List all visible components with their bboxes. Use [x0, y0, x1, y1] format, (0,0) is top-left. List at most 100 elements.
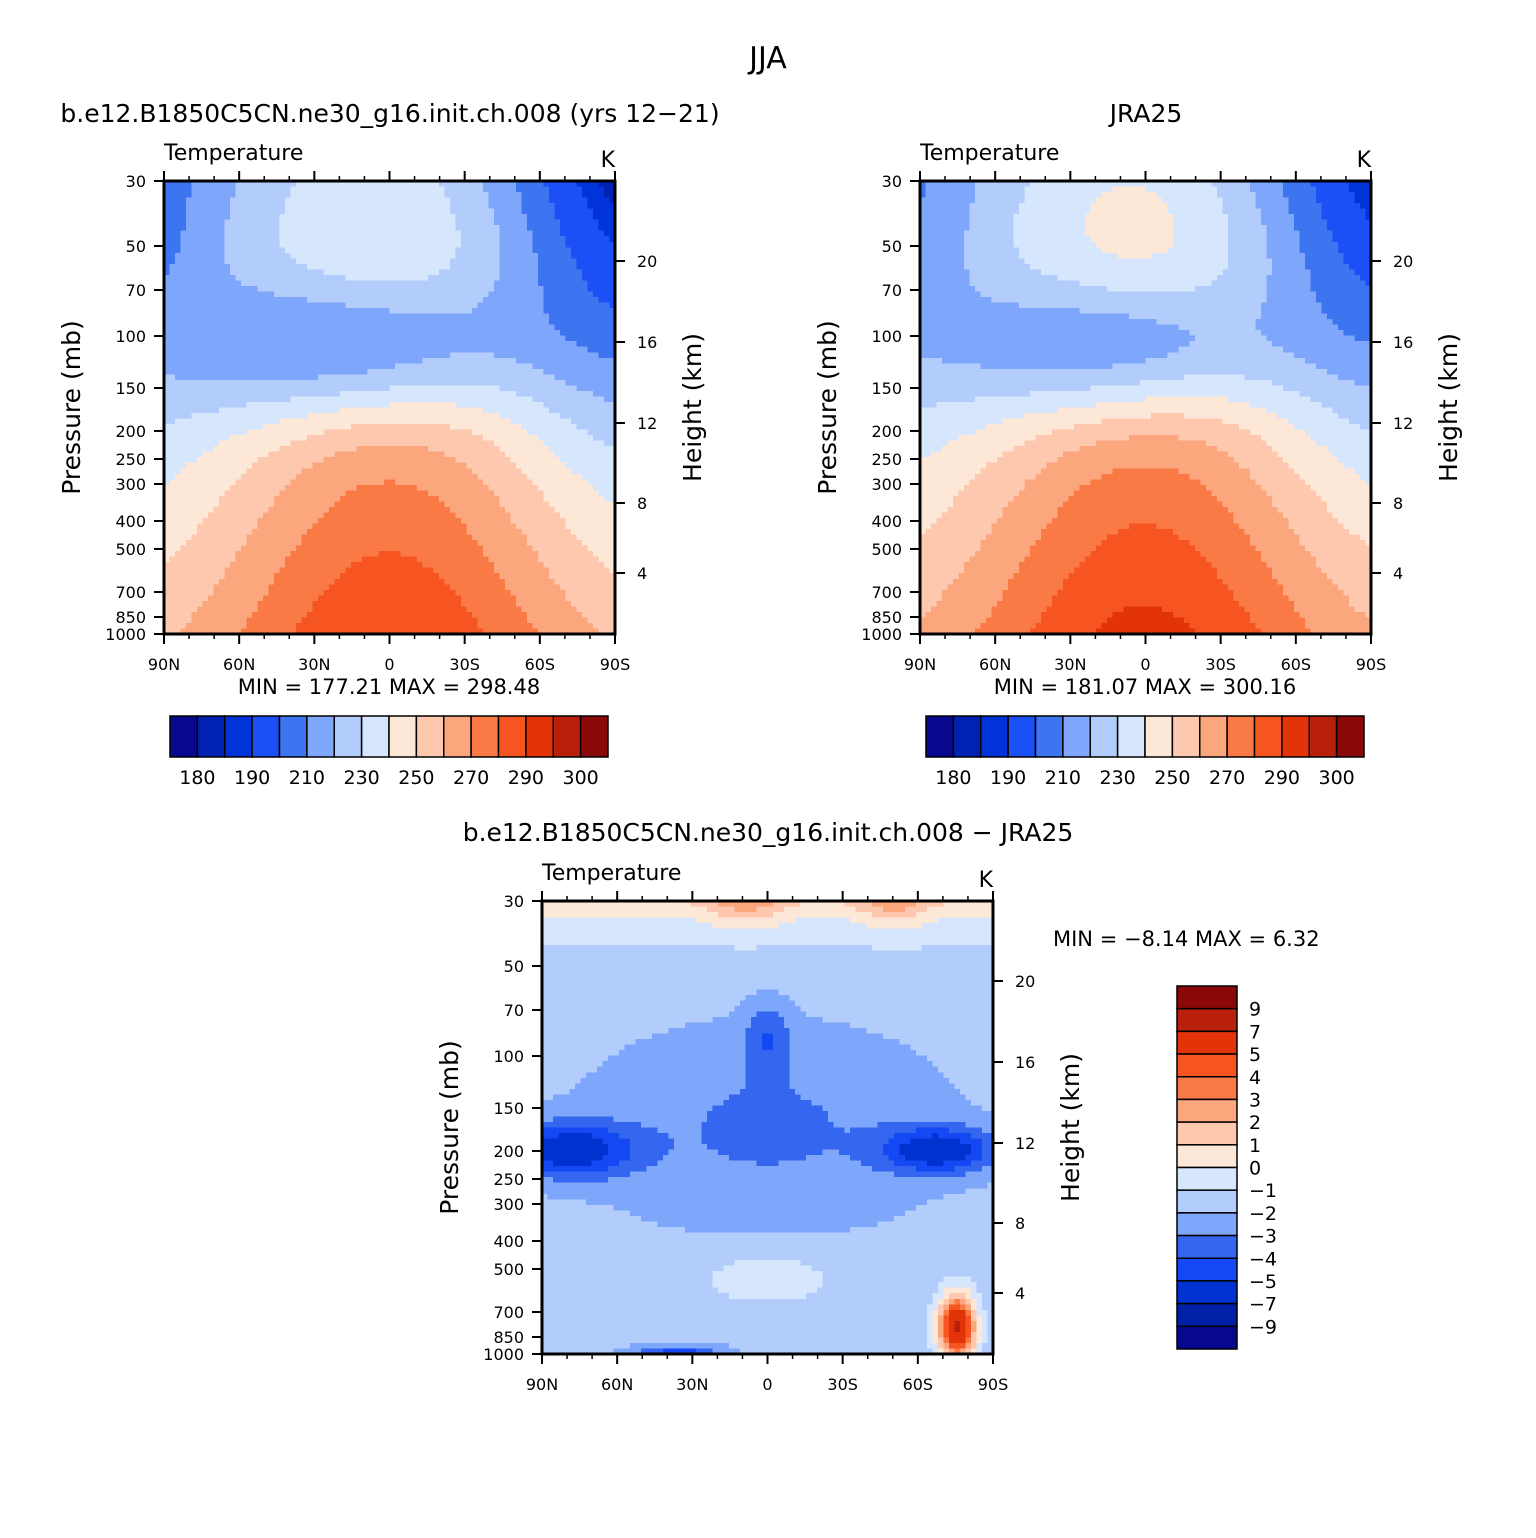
- contour-cell: [401, 209, 407, 215]
- contour-cell: [489, 408, 495, 414]
- contour-cell: [533, 479, 539, 485]
- contour-cell: [445, 457, 451, 463]
- contour-cell: [555, 430, 561, 436]
- contour-cell: [335, 490, 341, 496]
- contour-cell: [384, 358, 390, 364]
- contour-cell: [329, 479, 335, 485]
- contour-cell: [291, 485, 297, 491]
- contour-cell: [379, 314, 385, 320]
- contour-cell: [445, 402, 451, 408]
- contour-cell: [324, 468, 330, 474]
- contour-cell: [577, 457, 583, 463]
- contour-cell: [313, 192, 319, 198]
- contour-cell: [208, 231, 214, 237]
- contour-cell: [175, 352, 181, 358]
- contour-cell: [296, 314, 302, 320]
- contour-cell: [599, 336, 605, 342]
- contour-cell: [357, 203, 363, 209]
- contour-cell: [203, 264, 209, 270]
- contour-cell: [494, 341, 500, 347]
- contour-cell: [175, 258, 181, 264]
- contour-cell: [241, 430, 247, 436]
- contour-cell: [186, 209, 192, 215]
- contour-cell: [417, 297, 423, 303]
- contour-cell: [329, 275, 335, 281]
- contour-cell: [417, 385, 423, 391]
- contour-cell: [186, 280, 192, 286]
- contour-cell: [175, 507, 181, 513]
- contour-cell: [225, 325, 231, 331]
- contour-cell: [478, 468, 484, 474]
- contour-cell: [192, 314, 198, 320]
- contour-cell: [472, 419, 478, 425]
- contour-cell: [588, 336, 594, 342]
- contour-cell: [357, 220, 363, 226]
- contour-cell: [461, 242, 467, 248]
- contour-cell: [478, 192, 484, 198]
- contour-cell: [379, 275, 385, 281]
- contour-cell: [577, 479, 583, 485]
- contour-cell: [456, 220, 462, 226]
- contour-cell: [324, 253, 330, 259]
- contour-cell: [263, 336, 269, 342]
- contour-cell: [280, 209, 286, 215]
- contour-cell: [247, 247, 253, 253]
- contour-cell: [225, 258, 231, 264]
- contour-cell: [274, 258, 280, 264]
- contour-cell: [258, 441, 264, 447]
- contour-cell: [241, 280, 247, 286]
- contour-cell: [456, 435, 462, 441]
- contour-cell: [599, 396, 605, 402]
- contour-cell: [318, 341, 324, 347]
- contour-cell: [252, 203, 258, 209]
- contour-cell: [197, 485, 203, 491]
- contour-cell: [236, 419, 242, 425]
- contour-cell: [549, 402, 555, 408]
- contour-cell: [236, 341, 242, 347]
- contour-cell: [351, 330, 357, 336]
- contour-cell: [258, 358, 264, 364]
- contour-cell: [604, 363, 610, 369]
- contour-cell: [500, 231, 506, 237]
- contour-cell: [555, 330, 561, 336]
- contour-cell: [461, 275, 467, 281]
- contour-cell: [252, 380, 258, 386]
- contour-cell: [494, 242, 500, 248]
- contour-cell: [483, 485, 489, 491]
- contour-cell: [291, 479, 297, 485]
- contour-cell: [230, 374, 236, 380]
- contour-cell: [566, 457, 572, 463]
- contour-cell: [335, 446, 341, 452]
- contour-cell: [318, 308, 324, 314]
- contour-cell: [511, 220, 517, 226]
- contour-cell: [538, 319, 544, 325]
- contour-cell: [362, 396, 368, 402]
- contour-cell: [197, 247, 203, 253]
- contour-cell: [225, 419, 231, 425]
- contour-cell: [604, 303, 610, 309]
- contour-cell: [406, 468, 412, 474]
- contour-cell: [406, 363, 412, 369]
- contour-cell: [566, 490, 572, 496]
- contour-cell: [384, 275, 390, 281]
- contour-cell: [505, 496, 511, 502]
- contour-cell: [533, 291, 539, 297]
- contour-cell: [395, 280, 401, 286]
- contour-cell: [566, 280, 572, 286]
- contour-cell: [527, 380, 533, 386]
- contour-cell: [263, 264, 269, 270]
- contour-cell: [219, 247, 225, 253]
- contour-cell: [390, 380, 396, 386]
- contour-cell: [340, 192, 346, 198]
- contour-cell: [269, 225, 275, 231]
- contour-cell: [511, 280, 517, 286]
- contour-cell: [247, 203, 253, 209]
- contour-cell: [505, 236, 511, 242]
- contour-cell: [516, 419, 522, 425]
- contour-cell: [346, 347, 352, 353]
- contour-cell: [588, 485, 594, 491]
- contour-cell: [302, 424, 308, 430]
- contour-cell: [489, 258, 495, 264]
- contour-cell: [170, 258, 176, 264]
- contour-cell: [577, 319, 583, 325]
